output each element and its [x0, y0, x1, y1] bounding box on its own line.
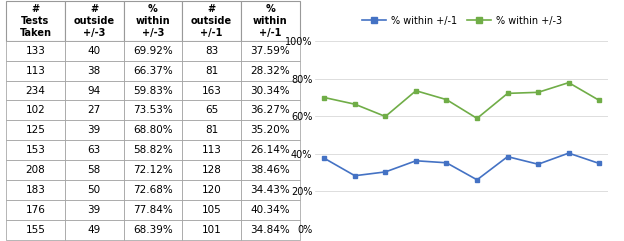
Legend: % within +/-1, % within +/-3: % within +/-1, % within +/-3: [358, 12, 566, 30]
